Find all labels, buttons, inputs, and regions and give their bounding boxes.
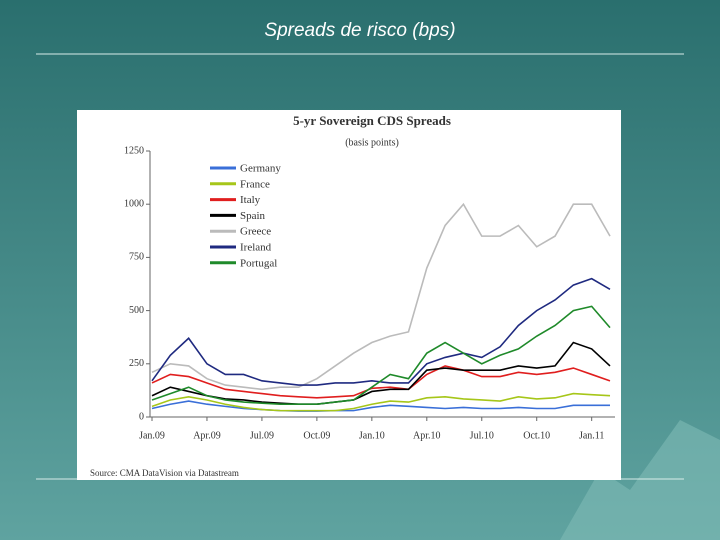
y-tick-label: 0: [139, 411, 144, 422]
mountain-decoration: [560, 420, 720, 540]
y-tick-label: 750: [129, 252, 144, 263]
y-tick-label: 1250: [124, 145, 144, 156]
legend-label: Spain: [240, 210, 266, 222]
chart-subtitle: (basis points): [345, 137, 399, 148]
x-tick-label: Jan.11: [579, 430, 604, 441]
x-tick-label: Apr.09: [193, 430, 221, 441]
series-line: [151, 341, 611, 406]
x-tick-label: Jul.09: [250, 430, 274, 441]
legend-label: Italy: [240, 194, 261, 206]
y-tick-label: 1000: [124, 198, 144, 209]
source: Source: CMA DataVision via Datastream: [90, 468, 239, 478]
x-tick-label: Oct.10: [523, 430, 550, 441]
y-tick-label: 500: [129, 305, 144, 316]
x-tick-label: Jan.10: [359, 430, 385, 441]
series-line: [151, 277, 611, 386]
x-tick-label: Jan.09: [139, 430, 165, 441]
legend-label: Greece: [240, 226, 271, 238]
series-line: [151, 392, 611, 412]
x-tick-label: Jul.10: [470, 430, 494, 441]
legend-label: Ireland: [240, 242, 272, 254]
chart-panel: [77, 110, 621, 480]
x-tick-label: Oct.09: [303, 430, 330, 441]
y-tick-label: 250: [129, 358, 144, 369]
series-line: [151, 202, 611, 391]
slide-title: Spreads de risco (bps): [264, 20, 455, 41]
chart-title: 5-yr Sovereign CDS Spreads: [293, 113, 451, 128]
series-line: [151, 305, 611, 406]
legend-label: Germany: [240, 163, 281, 175]
legend-label: France: [240, 178, 270, 190]
x-tick-label: Apr.10: [413, 430, 441, 441]
series-line: [151, 365, 611, 399]
series-line: [151, 400, 610, 412]
legend-label: Portugal: [240, 257, 277, 269]
